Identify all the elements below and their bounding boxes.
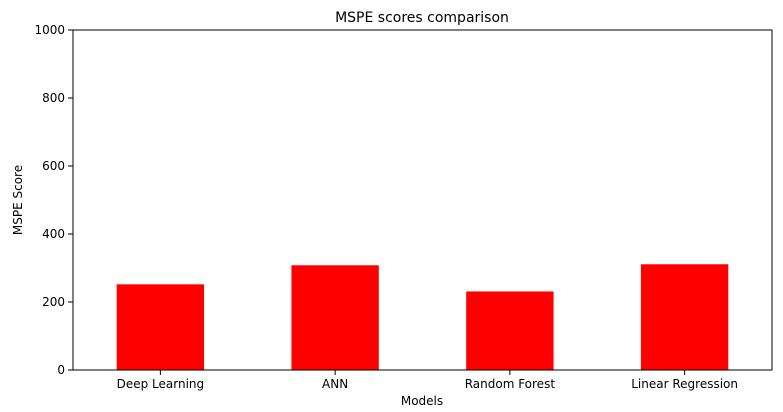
chart-title: MSPE scores comparison — [335, 10, 509, 26]
y-tick-label: 200 — [42, 295, 65, 309]
x-tick-label: Deep Learning — [117, 377, 205, 391]
y-tick-label: 0 — [57, 363, 65, 377]
y-axis-label: MSPE Score — [11, 165, 25, 235]
y-tick-label: 400 — [42, 227, 65, 241]
bar — [291, 265, 379, 370]
bar — [466, 291, 554, 370]
y-tick-label: 600 — [42, 159, 65, 173]
x-axis-label: Models — [401, 394, 443, 408]
bar — [640, 264, 729, 370]
x-tick-label: Linear Regression — [631, 377, 738, 391]
x-tick-label: ANN — [322, 377, 348, 391]
axes-frame — [72, 29, 773, 371]
bar — [116, 284, 205, 370]
y-tick-label: 800 — [42, 91, 65, 105]
y-tick-label: 1000 — [34, 23, 65, 37]
plot-area: 0 200 400 600 800 1000 Deep Learning ANN Random … — [34, 23, 738, 391]
x-tick-label: Random Forest — [465, 377, 556, 391]
